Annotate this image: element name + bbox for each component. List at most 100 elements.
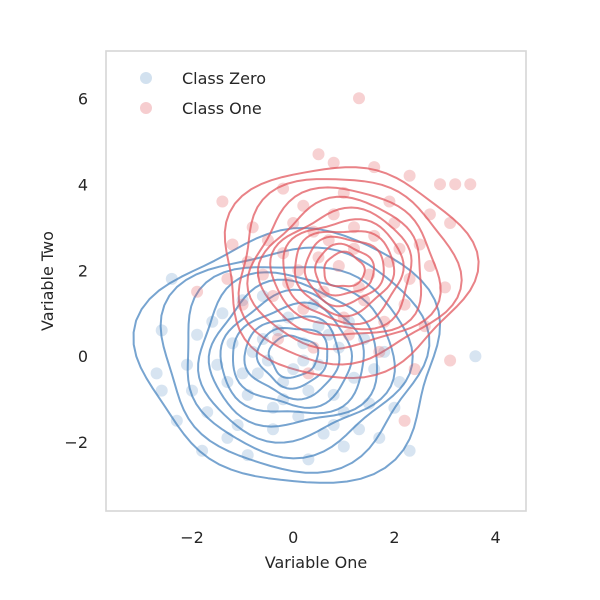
point-class-zero [191,328,204,341]
point-class-zero [368,363,381,376]
point-class-zero [348,371,360,384]
point-class-zero [312,320,325,333]
x-axis-ticks: −2 0 2 4 [180,528,501,547]
contour-line-class-one [246,186,442,351]
contour-line-class-zero [267,334,320,379]
point-class-one [348,242,360,255]
point-class-zero [322,328,335,341]
point-class-one [256,268,269,281]
point-class-one [444,354,457,367]
point-class-zero [241,388,254,401]
point-class-one [261,234,274,247]
point-class-zero [342,315,355,328]
point-class-one [277,182,290,195]
point-class-one [302,367,315,380]
legend: Class Zero Class One [140,69,266,118]
x-tick-label: 0 [288,528,298,547]
point-class-zero [170,414,183,427]
point-class-zero [165,272,178,285]
contour-line-class-zero [207,278,378,428]
point-class-one [378,315,391,328]
point-class-zero [353,423,365,436]
point-class-zero [287,363,300,376]
plot-frame [105,50,527,512]
point-class-zero [312,358,325,371]
contour-line-class-one [237,178,463,366]
point-class-one [292,264,305,277]
point-class-zero [201,406,214,419]
point-class-one [388,217,401,229]
point-class-one [393,242,406,255]
point-class-zero [236,294,249,307]
point-class-one [312,148,325,161]
point-class-one [439,281,451,294]
point-class-zero [241,449,254,462]
point-class-one [327,208,340,221]
point-class-zero [277,376,290,388]
point-class-zero [261,354,274,367]
contour-line-class-one [256,195,423,337]
point-class-one [267,290,279,302]
point-class-one [444,217,457,229]
point-class-zero [196,444,209,457]
point-class-zero [337,440,350,453]
point-class-one [317,285,330,298]
point-class-zero [469,350,482,363]
point-class-zero [206,315,219,328]
point-class-zero [267,423,279,436]
contour-line-class-zero [159,246,431,474]
y-tick-label: −2 [64,433,88,452]
point-class-zero [302,384,315,397]
point-class-zero [256,290,269,302]
point-class-one [226,238,239,251]
point-class-zero [337,406,350,419]
point-class-one [191,285,204,298]
point-class-zero [226,337,239,350]
point-class-zero [297,337,310,350]
kde-contours [132,166,480,484]
contour-line-class-one [323,250,366,288]
point-class-zero [231,419,244,431]
point-class-zero [388,401,401,414]
point-class-one [418,320,431,333]
contour-line-class-one [294,230,396,318]
point-class-one [408,363,421,376]
point-class-one [368,229,381,242]
point-class-one [307,225,320,238]
point-class-one [342,328,355,341]
point-class-one [398,298,411,311]
point-class-one [332,260,345,272]
point-class-zero [393,376,406,388]
point-class-zero [332,341,345,354]
point-class-one [368,161,381,174]
point-class-one [297,302,310,315]
point-class-zero [378,345,391,358]
contour-line-class-one [314,242,375,297]
point-class-zero [373,431,386,444]
contour-line-class-one [269,206,413,331]
point-class-one [307,341,320,354]
point-class-one [423,260,436,272]
x-tick-label: 4 [491,528,501,547]
point-class-one [353,92,365,105]
point-class-one [403,169,416,182]
contour-line-class-zero [186,266,414,460]
point-class-one [236,298,249,311]
point-class-zero [403,444,416,457]
point-class-zero [317,427,330,440]
contour-line-class-zero [219,288,365,415]
point-class-one [358,294,371,307]
point-class-one [322,234,335,247]
legend-label-class-one: Class One [182,99,262,118]
point-class-zero [251,367,264,380]
point-class-one [413,238,426,251]
point-class-one [277,247,290,260]
point-class-zero [267,401,279,414]
point-class-one [337,186,350,199]
contour-line-class-one [282,218,405,326]
point-class-zero [282,311,295,324]
point-class-zero [155,324,168,337]
point-class-one [272,333,284,345]
point-class-zero [221,376,234,388]
